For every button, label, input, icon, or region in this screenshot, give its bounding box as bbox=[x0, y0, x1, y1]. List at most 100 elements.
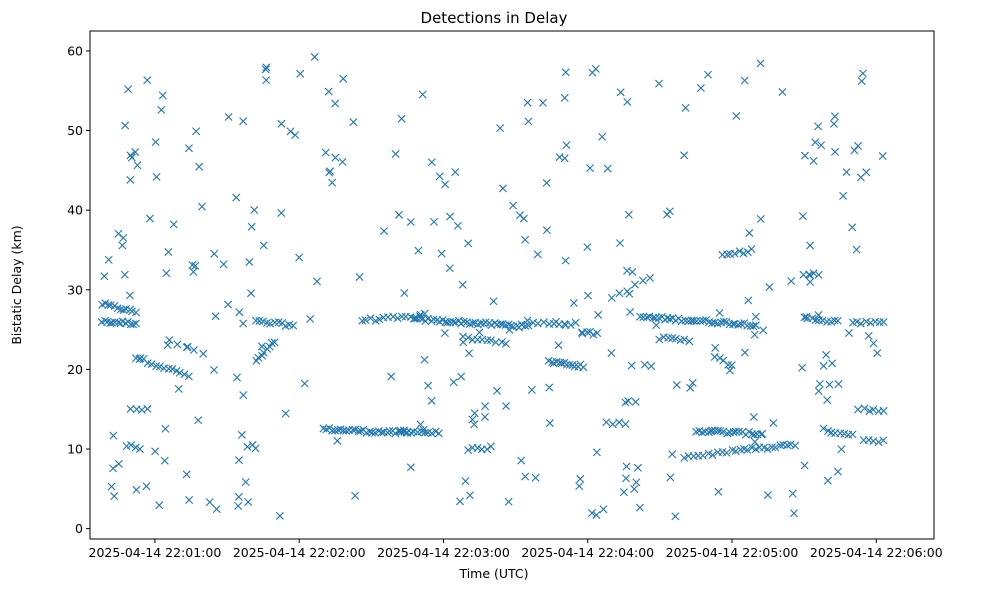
data-point bbox=[647, 362, 656, 371]
data-point bbox=[457, 372, 466, 381]
data-point bbox=[588, 68, 597, 77]
data-point bbox=[169, 220, 178, 229]
data-point bbox=[538, 98, 547, 107]
data-point bbox=[561, 256, 570, 265]
data-point bbox=[173, 340, 182, 349]
data-point bbox=[338, 157, 347, 166]
x-tick-label: 2025-04-14 22:04:00 bbox=[521, 545, 654, 560]
data-point bbox=[711, 343, 720, 352]
data-point bbox=[126, 404, 135, 413]
data-point bbox=[270, 338, 279, 347]
data-point bbox=[628, 268, 637, 277]
data-point bbox=[722, 448, 731, 457]
data-point bbox=[531, 473, 540, 482]
data-point bbox=[523, 316, 532, 325]
data-point bbox=[619, 488, 628, 497]
data-point bbox=[822, 350, 831, 359]
data-point bbox=[724, 360, 733, 369]
data-point bbox=[665, 315, 674, 323]
data-point bbox=[395, 210, 403, 219]
data-point bbox=[879, 406, 888, 415]
data-point bbox=[210, 249, 219, 258]
data-point bbox=[651, 314, 660, 323]
data-point bbox=[110, 492, 119, 501]
data-point bbox=[874, 438, 883, 447]
data-point bbox=[814, 387, 823, 396]
data-point bbox=[262, 76, 271, 85]
data-point bbox=[575, 482, 584, 491]
data-point bbox=[437, 249, 446, 258]
data-point bbox=[224, 300, 233, 309]
data-point bbox=[603, 164, 612, 173]
data-point bbox=[545, 383, 554, 392]
data-point bbox=[593, 329, 602, 338]
data-point bbox=[142, 482, 151, 491]
data-point bbox=[501, 339, 510, 348]
data-point bbox=[195, 162, 204, 171]
data-point bbox=[365, 427, 374, 436]
data-point bbox=[734, 320, 743, 329]
data-point bbox=[858, 69, 867, 78]
data-point bbox=[470, 420, 479, 429]
data-point bbox=[873, 349, 882, 358]
data-point bbox=[668, 450, 677, 459]
data-point bbox=[751, 312, 760, 321]
data-point bbox=[599, 505, 608, 514]
data-point bbox=[814, 122, 823, 131]
x-axis: 2025-04-14 22:01:00 2025-04-14 22:02:00 20… bbox=[89, 539, 943, 560]
data-point bbox=[188, 261, 197, 270]
data-point bbox=[131, 319, 140, 328]
data-point bbox=[725, 366, 734, 375]
data-point bbox=[680, 335, 689, 344]
data-point bbox=[819, 424, 828, 433]
data-point bbox=[719, 317, 728, 326]
data-point bbox=[587, 509, 596, 518]
data-point bbox=[191, 261, 200, 270]
data-point bbox=[560, 154, 569, 163]
data-point bbox=[420, 428, 429, 437]
data-point bbox=[708, 451, 717, 460]
data-point bbox=[321, 148, 330, 157]
data-point bbox=[622, 474, 630, 483]
data-point bbox=[823, 476, 832, 485]
data-point bbox=[561, 321, 570, 330]
data-point bbox=[837, 445, 846, 454]
data-point bbox=[483, 336, 492, 345]
data-point bbox=[157, 105, 166, 114]
data-point bbox=[814, 311, 823, 320]
data-point bbox=[622, 462, 631, 471]
data-point bbox=[277, 209, 286, 218]
data-point bbox=[160, 456, 169, 465]
data-point bbox=[124, 85, 133, 94]
data-point bbox=[636, 312, 645, 321]
data-point bbox=[275, 511, 284, 520]
data-point bbox=[583, 243, 592, 252]
data-point bbox=[291, 131, 300, 140]
data-point bbox=[844, 329, 853, 337]
data-point bbox=[107, 482, 116, 491]
data-point bbox=[199, 349, 208, 358]
data-point bbox=[440, 329, 449, 338]
data-point bbox=[114, 229, 123, 238]
data-point bbox=[118, 241, 127, 250]
data-point bbox=[740, 76, 749, 85]
data-point bbox=[578, 329, 587, 338]
data-point bbox=[778, 88, 787, 97]
data-point bbox=[818, 316, 827, 325]
data-point bbox=[125, 291, 134, 300]
data-point bbox=[750, 330, 759, 339]
data-point bbox=[731, 427, 740, 436]
data-point bbox=[680, 151, 689, 160]
data-point bbox=[749, 322, 758, 331]
data-point bbox=[313, 277, 321, 286]
data-point bbox=[136, 354, 145, 363]
data-point bbox=[607, 349, 616, 357]
data-point bbox=[497, 338, 506, 347]
data-point bbox=[461, 477, 470, 486]
data-point bbox=[806, 271, 815, 280]
data-point bbox=[104, 255, 113, 264]
x-axis-label: Time (UTC) bbox=[458, 566, 528, 581]
data-point bbox=[349, 118, 358, 127]
data-point bbox=[475, 328, 484, 337]
data-point bbox=[189, 346, 198, 355]
